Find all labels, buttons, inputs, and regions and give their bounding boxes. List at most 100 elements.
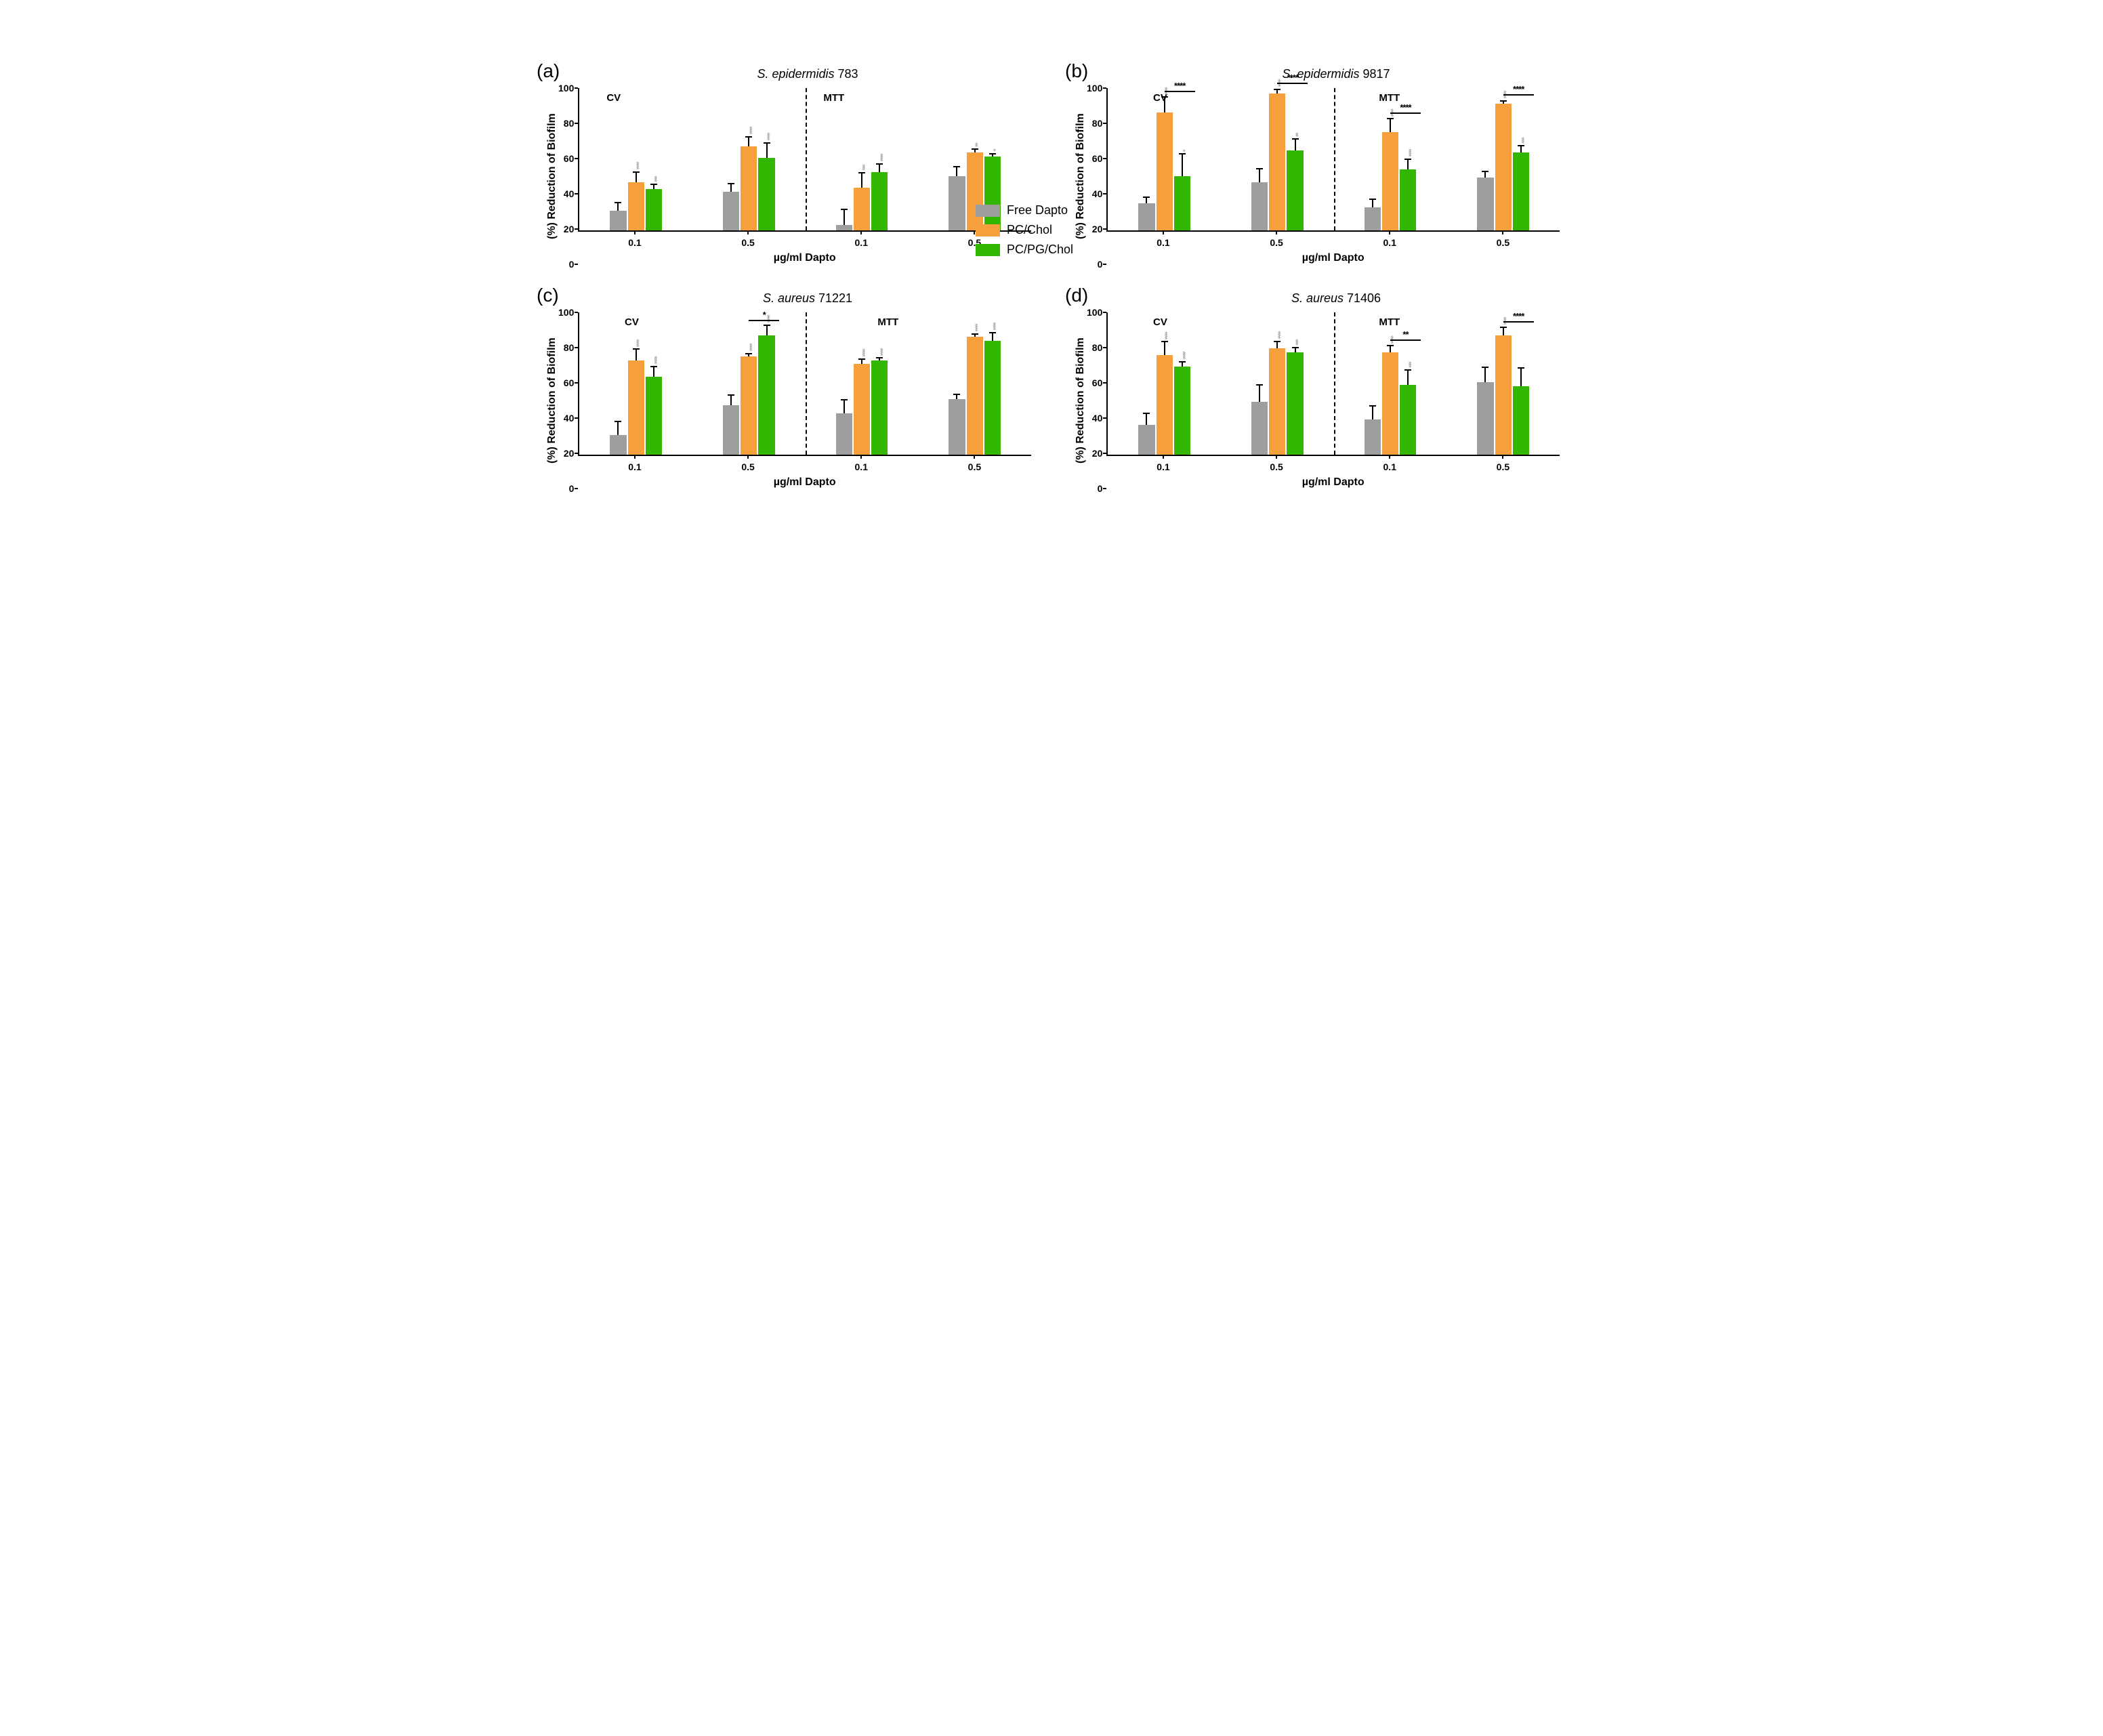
error-bar [1390,118,1391,132]
panel-b: (b)S. epidermidis 9817(%) Reduction of B… [1072,67,1560,264]
bar-group: **** **** [806,312,919,455]
significance-marker: *** [650,175,657,181]
bar-pc_pg_chol: * [1174,176,1190,230]
error-bar [766,142,768,158]
chart-area: (%) Reduction of Biofilm100806040200CVMT… [1072,312,1560,489]
panel-c: (c)S. aureus 71221(%) Reduction of Biofi… [543,291,1031,489]
bar-free_dapto [1365,419,1381,455]
error-bar [974,333,976,337]
error-bar [1259,168,1260,182]
comparison-sig: **** [1513,84,1524,94]
bars-container: ******************************** [1108,312,1560,455]
error-bar [653,366,654,377]
bar-free_dapto [1477,178,1493,230]
bar-pc_chol: *** [854,188,870,230]
error-bar [730,183,732,192]
error-bar [617,421,619,435]
legend-label: PC/PG/Chol [1007,243,1073,257]
error-bar [730,394,732,405]
x-axis-label: µg/ml Dapto [578,252,1031,264]
y-axis-ticks: 100806040200 [1087,312,1106,489]
panel-d: (d)S. aureus 71406(%) Reduction of Biofi… [1072,291,1560,489]
significance-marker: *** [1518,137,1524,142]
title-strain: 9817 [1360,67,1390,81]
comparison-bracket: ** [1390,339,1421,341]
error-bar [748,136,749,147]
bar-pc_pg_chol: **** [646,377,662,455]
plot-area: CVMTT************************* [578,88,1031,232]
significance-marker: ** [1292,132,1298,136]
chart-area: (%) Reduction of Biofilm100806040200CVMT… [543,88,1031,264]
bar-free_dapto [1477,382,1493,455]
error-bar [992,332,993,341]
x-tick: 0.1 [578,232,691,248]
significance-marker: **** [746,126,752,133]
bar-group: ********* [1108,88,1221,230]
comparison-sig: **** [1174,81,1185,91]
significance-marker: **** [1405,148,1411,156]
significance-marker: **** [972,323,978,331]
error-bar [766,325,768,335]
error-bar [1146,197,1147,203]
title-strain: 783 [835,67,858,81]
axis-block: CVMTT*********************************0.… [578,312,1031,489]
significance-marker: **** [877,348,883,355]
bar-pc_chol: **** [741,356,757,455]
x-tick: 0.5 [1446,232,1560,248]
comparison-sig: **** [1400,102,1411,112]
panel-label: (b) [1065,60,1088,82]
error-bar [1276,89,1278,94]
bar-pc_pg_chol: *** [1400,385,1416,455]
bar-pc_pg_chol: *** [646,189,662,230]
bar-group: ******** [1446,312,1560,455]
y-axis-label: (%) Reduction of Biofilm [543,312,558,489]
error-bar [636,348,637,360]
title-species: S. aureus [1291,291,1344,305]
legend-swatch [976,205,1000,217]
bars-container: ************************* [579,88,1031,230]
significance-marker: **** [1179,351,1185,358]
bar-group: **** **** [1108,312,1221,455]
significance-marker: **** [989,322,995,329]
legend-item: PC/Chol [976,223,1073,237]
axis-block: CVMTT***********************************… [1106,88,1560,264]
bar-pc_chol: **** [1382,132,1398,230]
bar-group: *********** [1446,88,1560,230]
error-bar [879,163,880,172]
error-bar [879,357,880,360]
x-tick: 0.1 [805,456,918,472]
legend-swatch [976,244,1000,256]
significance-marker: **** [858,348,865,356]
bar-group: **** **** [692,88,806,230]
x-axis-ticks: 0.10.50.10.5 [578,456,1031,472]
bar-pc_chol: **** [628,360,644,455]
bar-group: **** **** **** [1334,88,1447,230]
error-bar [1276,341,1278,348]
bar-pc_pg_chol: **** [871,172,888,230]
error-bar [1484,367,1486,382]
error-bar [861,358,862,364]
error-bar [1390,345,1391,352]
x-tick: 0.5 [692,456,805,472]
plot-area: CVMTT********************************* [578,312,1031,456]
chart-title: S. epidermidis 9817 [1112,67,1560,81]
bar-pc_pg_chol: *** [1287,352,1303,455]
x-axis-ticks: 0.10.50.10.5 [578,232,1031,248]
legend-swatch [976,224,1000,236]
panel-a: (a)S. epidermidis 783(%) Reduction of Bi… [543,67,1031,264]
error-bar [1372,405,1373,419]
error-bar [1407,159,1409,169]
y-axis-label: (%) Reduction of Biofilm [543,88,558,264]
bar-pc_chol: **** [967,337,983,455]
significance-marker: **** [764,132,770,140]
significance-marker: **** [1161,331,1167,339]
bar-free_dapto [1365,207,1381,230]
bar-group: ********* [692,312,806,455]
error-bar [1503,327,1504,335]
error-bar [653,184,654,189]
comparison-bracket: * [749,320,779,321]
panel-label: (c) [537,285,559,306]
bar-free_dapto [610,211,626,230]
significance-marker: **** [1500,316,1506,324]
error-bar [974,148,976,152]
